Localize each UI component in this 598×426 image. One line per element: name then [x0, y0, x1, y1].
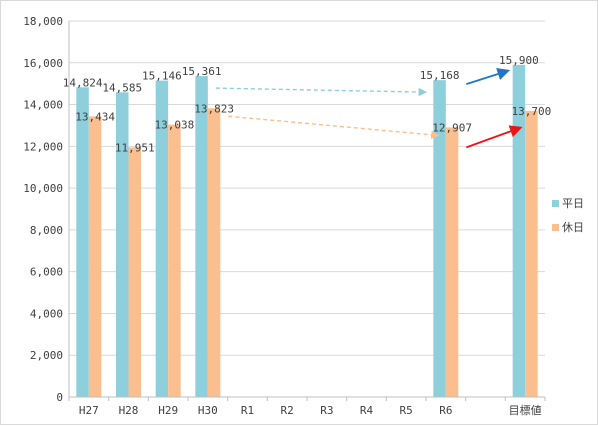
- data-label: 11,951: [115, 141, 155, 154]
- y-tick-label: 4,000: [30, 307, 63, 320]
- bar-weekday: [155, 80, 169, 398]
- trend-arrow: [228, 115, 440, 139]
- data-label: 15,361: [182, 65, 222, 78]
- trend-arrow: [466, 125, 523, 149]
- bar-holiday: [168, 124, 181, 397]
- x-tick-label: R1: [241, 404, 254, 417]
- y-tick-label: 6,000: [30, 266, 63, 279]
- data-label: 13,700: [512, 105, 552, 118]
- x-tick-label: H30: [198, 404, 218, 417]
- y-tick-label: 2,000: [30, 349, 63, 362]
- bar-holiday: [207, 108, 221, 397]
- x-tick-label: H29: [158, 404, 178, 417]
- legend-swatch: [552, 200, 559, 207]
- x-tick-label: R6: [439, 404, 452, 417]
- legend-label: 平日: [562, 197, 584, 210]
- x-tick-label: R3: [320, 404, 333, 417]
- bar-weekday: [76, 87, 89, 397]
- trend-arrow: [215, 87, 428, 97]
- x-tick-label: R4: [360, 404, 374, 417]
- bar-holiday: [445, 127, 459, 397]
- data-label: 13,823: [194, 102, 234, 115]
- y-tick-label: 18,000: [23, 15, 63, 28]
- bar-weekday: [195, 76, 208, 397]
- y-tick-label: 10,000: [23, 182, 63, 195]
- data-label: 15,168: [420, 69, 460, 82]
- legend-label: 休日: [562, 221, 584, 234]
- bar-weekday: [116, 92, 129, 397]
- bar-weekday: [433, 80, 446, 397]
- data-label: 15,146: [142, 70, 182, 83]
- data-label: 12,907: [432, 121, 472, 134]
- x-tick-label: R2: [281, 404, 294, 417]
- x-tick-label: R5: [400, 404, 413, 417]
- bar-holiday: [128, 147, 141, 397]
- y-tick-label: 0: [56, 391, 63, 404]
- x-tick-label: H28: [119, 404, 139, 417]
- y-tick-label: 12,000: [23, 140, 63, 153]
- data-label: 13,038: [155, 119, 195, 132]
- data-label: 14,585: [102, 81, 142, 94]
- bar-holiday: [88, 116, 102, 398]
- legend-swatch: [552, 224, 559, 231]
- data-label: 15,900: [499, 54, 539, 67]
- data-label: 13,434: [75, 110, 115, 123]
- x-tick-label: H27: [79, 404, 99, 417]
- bar-weekday: [512, 64, 526, 397]
- bar-holiday: [525, 110, 538, 398]
- y-tick-label: 8,000: [30, 224, 63, 237]
- trend-arrow: [466, 67, 511, 86]
- y-tick-label: 16,000: [23, 57, 63, 70]
- x-tick-label: 目標値: [509, 403, 542, 417]
- data-label: 14,824: [63, 76, 103, 89]
- y-tick-label: 14,000: [23, 99, 63, 112]
